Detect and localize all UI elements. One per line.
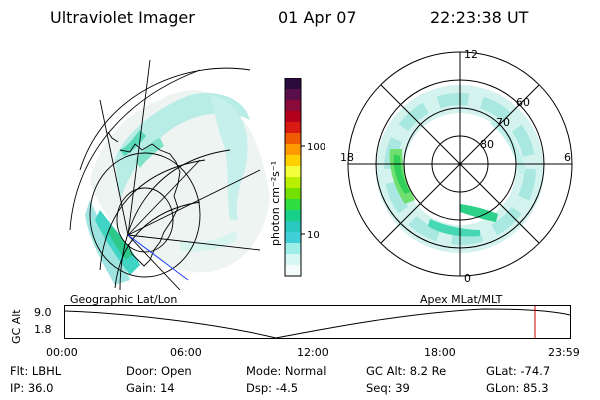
mlat-label-80: 80 <box>480 138 494 151</box>
glat-value: GLat: -74.7 <box>486 364 551 378</box>
colorbar-stripe <box>285 111 301 123</box>
date-label: 01 Apr 07 <box>278 8 357 27</box>
colorbar-stripe <box>285 166 301 178</box>
gain-value: Gain: 14 <box>126 381 175 395</box>
colorbar-stripe <box>285 243 301 255</box>
mlat-label-70: 70 <box>496 116 510 129</box>
dsp-value: Dsp: -4.5 <box>246 381 299 395</box>
aurora-emission <box>85 92 250 285</box>
colorbar-stripe <box>285 100 301 112</box>
gc-alt-value: GC Alt: 8.2 Re <box>366 364 447 378</box>
ip-value: IP: 36.0 <box>10 381 54 395</box>
timeline-xtick-1200: 12:00 <box>297 346 329 359</box>
altitude-timeline <box>64 305 571 339</box>
mlt-label-6: 6 <box>564 151 571 164</box>
time-label: 22:23:38 UT <box>430 8 529 27</box>
colorbar-stripe <box>285 210 301 222</box>
mlat-label-60: 60 <box>516 96 530 109</box>
colorbar: 100 10 photon cm⁻²s⁻¹ <box>269 78 325 277</box>
seq-value: Seq: 39 <box>366 381 410 395</box>
timeline-ytick-max: 9.0 <box>34 306 52 319</box>
apex-polar-map: 12 18 6 0 60 70 80 <box>340 48 573 285</box>
colorbar-stripe <box>285 188 301 200</box>
colorbar-tick-100: 100 <box>307 142 325 153</box>
colorbar-stripe <box>285 133 301 145</box>
colorbar-stripe <box>285 122 301 134</box>
polar-grid <box>347 51 573 277</box>
timeline-xtick-1800: 18:00 <box>424 346 456 359</box>
geographic-grid <box>69 59 261 290</box>
colorbar-stripe <box>285 221 301 233</box>
timeline-ytick-min: 1.8 <box>34 323 52 336</box>
glon-value: GLon: 85.3 <box>486 381 549 395</box>
timeline-ylabel: GC Alt <box>10 309 23 344</box>
mlt-label-18: 18 <box>340 151 354 164</box>
colorbar-tick-10: 10 <box>307 230 320 241</box>
colorbar-stripe <box>285 199 301 211</box>
geographic-map-label: Geographic Lat/Lon <box>70 293 178 306</box>
colorbar-stripe <box>285 144 301 156</box>
timeline-xtick-0000: 00:00 <box>46 346 78 359</box>
colorbar-stripe <box>285 78 301 90</box>
mode-value: Mode: Normal <box>246 364 327 378</box>
apex-map-label: Apex MLat/MLT <box>420 293 503 306</box>
mlt-label-12: 12 <box>464 48 478 61</box>
colorbar-stripe <box>285 177 301 189</box>
colorbar-stripe <box>285 232 301 244</box>
colorbar-stripe <box>285 89 301 101</box>
timeline-xtick-2359: 23:59 <box>548 346 580 359</box>
mlt-label-0: 0 <box>464 272 471 285</box>
view-direction-line <box>127 234 189 281</box>
altitude-curve <box>64 308 571 339</box>
colorbar-label: photon cm⁻²s⁻¹ <box>269 161 282 246</box>
app-title: Ultraviolet Imager <box>50 8 195 27</box>
colorbar-stripe <box>285 254 301 266</box>
door-status: Door: Open <box>126 364 192 378</box>
geographic-map <box>69 59 270 290</box>
filter-value: Flt: LBHL <box>10 364 62 378</box>
timeline-xtick-0600: 06:00 <box>170 346 202 359</box>
colorbar-stripe <box>285 265 301 277</box>
colorbar-stripe <box>285 155 301 167</box>
